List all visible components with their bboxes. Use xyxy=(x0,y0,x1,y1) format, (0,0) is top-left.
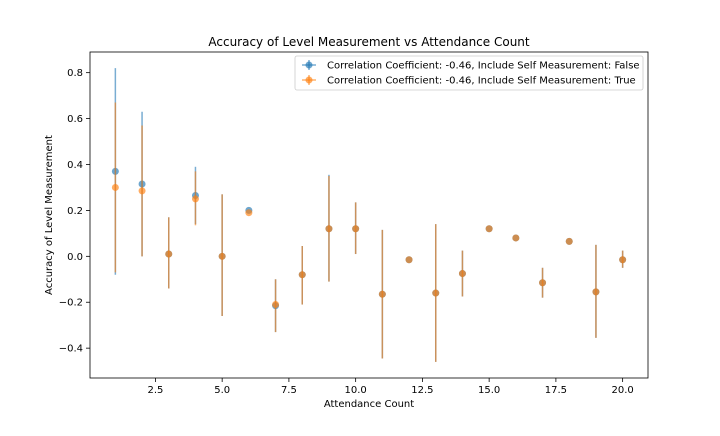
data-point xyxy=(512,234,520,242)
x-tick-label: 20.0 xyxy=(612,385,634,396)
series-2 xyxy=(111,102,627,362)
data-point xyxy=(191,195,199,203)
y-tick-label: −0.2 xyxy=(59,298,83,309)
x-tick-label: 17.5 xyxy=(545,385,567,396)
legend-swatch-marker xyxy=(305,76,313,84)
plot-frame xyxy=(89,51,649,379)
y-tick-label: 0.8 xyxy=(67,68,83,79)
data-point xyxy=(565,237,573,245)
x-tick-label: 15.0 xyxy=(478,385,500,396)
data-point xyxy=(619,256,627,264)
data-point xyxy=(165,250,173,258)
legend-entries: Correlation Coefficient: -0.46, Include … xyxy=(302,60,640,87)
data-point xyxy=(111,183,119,191)
legend-label: Correlation Coefficient: -0.46, Include … xyxy=(327,61,640,72)
data-point xyxy=(539,279,547,287)
y-tick-label: 0.2 xyxy=(67,206,83,217)
y-tick-label: −0.4 xyxy=(59,344,83,355)
chart-title: Accuracy of Level Measurement vs Attenda… xyxy=(208,35,530,49)
legend-box xyxy=(294,55,644,91)
data-point xyxy=(592,288,600,296)
legend: Correlation Coefficient: -0.46, Include … xyxy=(294,55,644,91)
x-tick-label: 2.5 xyxy=(147,385,163,396)
data-point xyxy=(218,252,226,260)
x-tick-label: 10.0 xyxy=(345,385,367,396)
data-point xyxy=(352,225,360,233)
series-layer xyxy=(111,68,627,362)
data-point xyxy=(405,256,413,264)
data-point xyxy=(245,209,253,217)
x-tick-label: 12.5 xyxy=(411,385,433,396)
data-point xyxy=(325,225,333,233)
data-point xyxy=(138,187,146,195)
y-axis: −0.4 −0.2 0.0 0.2 0.4 0.6 0.8 xyxy=(59,68,90,355)
x-tick-label: 7.5 xyxy=(281,385,297,396)
y-tick-label: 0.4 xyxy=(67,160,83,171)
data-point xyxy=(272,301,280,309)
x-axis-title: Attendance Count xyxy=(324,399,414,410)
legend-label: Correlation Coefficient: -0.46, Include … xyxy=(327,76,636,87)
data-point xyxy=(432,289,440,297)
data-point xyxy=(378,290,386,298)
y-tick-label: 0.0 xyxy=(67,252,83,263)
data-point xyxy=(458,270,466,278)
x-axis: 2.5 5.0 7.5 10.0 12.5 15.0 17.5 20.0 xyxy=(147,378,634,396)
data-point xyxy=(485,225,493,233)
plot-area xyxy=(89,51,649,379)
x-tick-label: 5.0 xyxy=(214,385,230,396)
legend-swatch-marker xyxy=(305,61,313,69)
y-tick-label: 0.6 xyxy=(67,114,83,125)
y-axis-title: Accuracy of Level Measurement xyxy=(44,135,55,295)
data-point xyxy=(298,271,306,279)
